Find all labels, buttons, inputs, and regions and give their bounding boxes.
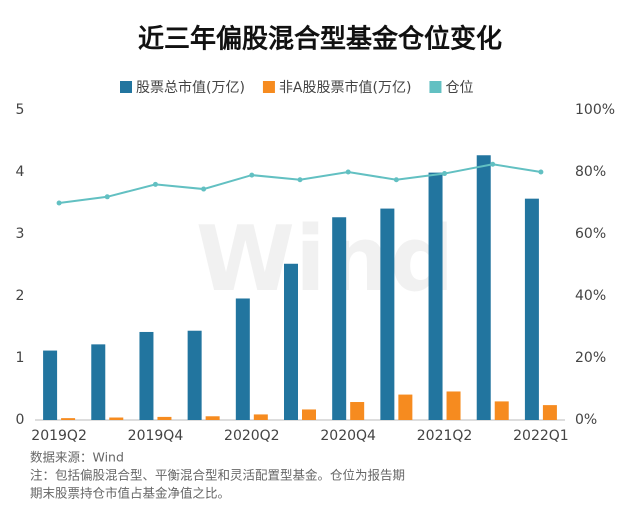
line-point: [249, 172, 255, 178]
bar: [428, 172, 443, 420]
chart-title: 近三年偏股混合型基金仓位变化: [138, 24, 502, 55]
x-tick-label: 2020Q2: [224, 428, 280, 444]
legend-swatch: [429, 81, 442, 93]
bar: [542, 405, 557, 420]
bar: [157, 416, 172, 420]
line-point: [201, 186, 207, 192]
line-point: [104, 194, 110, 200]
bar: [302, 409, 316, 420]
x-tick-label: 2020Q4: [320, 428, 376, 444]
legend-swatch: [120, 81, 132, 93]
line-point: [442, 171, 448, 177]
y-tick-label: 4: [16, 164, 25, 180]
y2-tick-label: 0%: [575, 412, 597, 428]
line: [58, 163, 542, 204]
note: 注：包括偏股混合型、平衡混合型和灵活配置型基金。仓位为报告期: [30, 468, 405, 483]
line-point: [393, 177, 399, 183]
x-tick-label: 2019Q4: [128, 428, 184, 444]
bar: [139, 331, 154, 420]
legend-label: 股票总市值(万亿): [136, 79, 245, 96]
legend-label: 非A股股票市值(万亿): [279, 79, 412, 96]
bar: [235, 298, 250, 420]
bar: [476, 155, 491, 420]
y-tick-label: 0: [16, 412, 25, 428]
x-tick-label: 2021Q2: [417, 428, 473, 444]
y-tick-label: 2: [16, 288, 25, 304]
bar: [524, 198, 539, 420]
y-tick-label: 1: [16, 350, 25, 366]
bar: [332, 217, 347, 420]
y2-tick-label: 20%: [575, 350, 606, 366]
note: 数据来源：Wind: [30, 450, 124, 465]
y2-tick-label: 100%: [575, 102, 615, 118]
y2-tick-label: 60%: [575, 226, 606, 242]
bar: [253, 414, 268, 420]
line-point: [56, 200, 62, 206]
bar: [43, 350, 58, 420]
note: 期末股票持仓市值占基金净值之比。: [30, 486, 230, 501]
bar: [494, 401, 509, 420]
bar: [284, 263, 298, 420]
bar: [205, 416, 220, 420]
bar: [350, 402, 365, 420]
bar: [187, 330, 202, 420]
y-tick-label: 3: [16, 226, 25, 242]
y2-tick-label: 80%: [575, 164, 606, 180]
y2-tick-label: 40%: [575, 288, 606, 304]
line-point: [538, 169, 544, 175]
line-point: [490, 161, 496, 167]
bar: [109, 417, 124, 420]
line-point: [152, 181, 158, 187]
bar: [61, 418, 76, 420]
bar: [446, 391, 461, 420]
line-point: [345, 169, 351, 175]
x-tick-label: 2019Q2: [31, 428, 87, 444]
legend-label: 仓位: [445, 80, 473, 96]
watermark: Wind: [196, 207, 455, 312]
line-point: [297, 177, 303, 183]
bar: [91, 344, 106, 420]
bar: [398, 394, 413, 420]
y-tick-label: 5: [16, 102, 25, 118]
x-tick-label: 2022Q1: [513, 428, 569, 444]
legend-swatch: [262, 81, 275, 93]
bar: [380, 208, 395, 420]
